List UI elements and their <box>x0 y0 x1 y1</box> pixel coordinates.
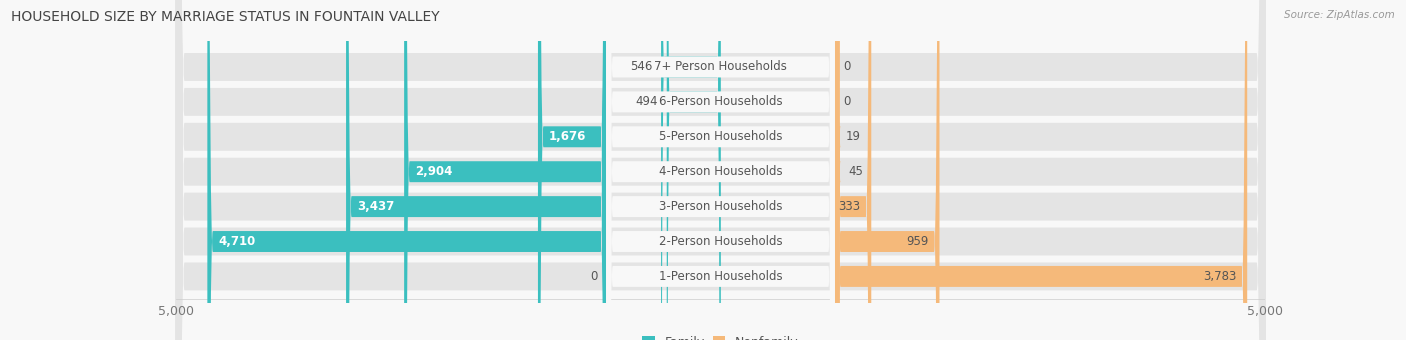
Legend: Family, Nonfamily: Family, Nonfamily <box>637 331 804 340</box>
FancyBboxPatch shape <box>666 0 721 340</box>
FancyBboxPatch shape <box>538 0 606 340</box>
FancyBboxPatch shape <box>176 0 1265 340</box>
Text: 3,437: 3,437 <box>357 200 394 213</box>
Text: 1,676: 1,676 <box>548 130 586 143</box>
FancyBboxPatch shape <box>834 0 841 340</box>
Text: 2-Person Households: 2-Person Households <box>659 235 782 248</box>
Text: 546: 546 <box>630 61 652 73</box>
FancyBboxPatch shape <box>176 0 1265 340</box>
FancyBboxPatch shape <box>606 0 835 340</box>
FancyBboxPatch shape <box>831 0 841 340</box>
FancyBboxPatch shape <box>176 0 1265 340</box>
FancyBboxPatch shape <box>176 0 1265 340</box>
Text: 494: 494 <box>636 96 658 108</box>
Text: 959: 959 <box>907 235 928 248</box>
FancyBboxPatch shape <box>835 0 1247 340</box>
FancyBboxPatch shape <box>606 0 835 340</box>
FancyBboxPatch shape <box>661 0 721 340</box>
FancyBboxPatch shape <box>404 0 606 340</box>
Text: 4,710: 4,710 <box>218 235 256 248</box>
FancyBboxPatch shape <box>606 0 835 340</box>
Text: 0: 0 <box>844 96 851 108</box>
Text: 45: 45 <box>849 165 863 178</box>
Text: 4-Person Households: 4-Person Households <box>659 165 782 178</box>
FancyBboxPatch shape <box>207 0 606 340</box>
Text: 0: 0 <box>844 61 851 73</box>
FancyBboxPatch shape <box>176 0 1265 340</box>
Text: 5-Person Households: 5-Person Households <box>659 130 782 143</box>
FancyBboxPatch shape <box>606 0 835 340</box>
FancyBboxPatch shape <box>346 0 606 340</box>
FancyBboxPatch shape <box>835 0 939 340</box>
Text: 1-Person Households: 1-Person Households <box>659 270 782 283</box>
Text: 19: 19 <box>846 130 860 143</box>
FancyBboxPatch shape <box>835 0 872 340</box>
Text: HOUSEHOLD SIZE BY MARRIAGE STATUS IN FOUNTAIN VALLEY: HOUSEHOLD SIZE BY MARRIAGE STATUS IN FOU… <box>11 10 440 24</box>
Text: 7+ Person Households: 7+ Person Households <box>654 61 787 73</box>
FancyBboxPatch shape <box>606 0 835 340</box>
FancyBboxPatch shape <box>176 0 1265 340</box>
Text: 6-Person Households: 6-Person Households <box>659 96 782 108</box>
Text: 3-Person Households: 3-Person Households <box>659 200 782 213</box>
Text: 0: 0 <box>591 270 598 283</box>
FancyBboxPatch shape <box>606 0 835 340</box>
Text: 3,783: 3,783 <box>1204 270 1236 283</box>
FancyBboxPatch shape <box>606 0 835 340</box>
Text: Source: ZipAtlas.com: Source: ZipAtlas.com <box>1284 10 1395 20</box>
Text: 2,904: 2,904 <box>415 165 453 178</box>
FancyBboxPatch shape <box>176 0 1265 340</box>
Text: 333: 333 <box>838 200 860 213</box>
